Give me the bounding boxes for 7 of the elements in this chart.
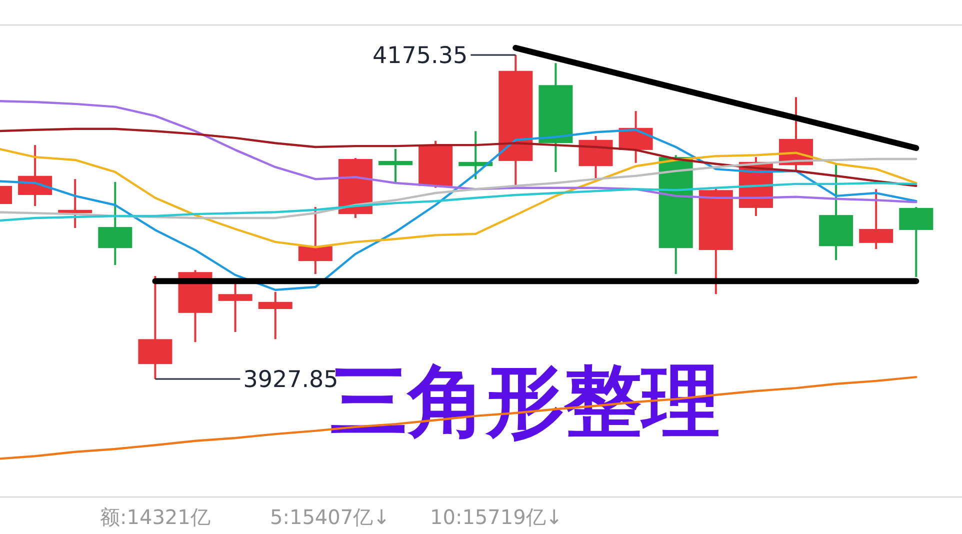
text: 额:14321亿: [100, 505, 210, 529]
text: 5:15407亿↓: [270, 505, 390, 529]
candlestick: [378, 148, 412, 184]
annotation: 4175.35: [372, 43, 468, 69]
candlestick: [258, 290, 292, 340]
candlestick: [218, 281, 252, 334]
text: 10:15719亿↓: [430, 505, 563, 529]
